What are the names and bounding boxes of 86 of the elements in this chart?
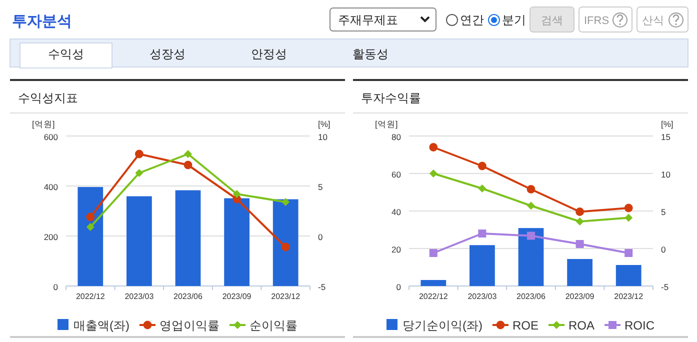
point bbox=[624, 204, 633, 212]
point bbox=[527, 202, 535, 210]
legend-label: ROE bbox=[512, 318, 538, 332]
point bbox=[429, 249, 438, 257]
bar bbox=[78, 187, 104, 286]
y2-axis-title: [%] bbox=[318, 119, 330, 129]
point bbox=[232, 190, 241, 198]
point bbox=[478, 184, 486, 192]
y2-tick-label: 5 bbox=[661, 207, 666, 217]
bar bbox=[224, 198, 250, 286]
bar bbox=[126, 196, 152, 286]
point bbox=[478, 162, 486, 170]
bar bbox=[567, 259, 592, 286]
point bbox=[86, 212, 95, 222]
text: 수익성 bbox=[48, 47, 84, 61]
point bbox=[184, 150, 192, 158]
text: IFRS bbox=[584, 15, 610, 27]
point bbox=[624, 249, 633, 257]
text: 성장성 bbox=[150, 47, 186, 61]
point bbox=[184, 160, 192, 170]
text: 검색 bbox=[541, 15, 563, 27]
bar bbox=[272, 199, 298, 286]
point bbox=[281, 242, 290, 252]
y-tick-label: 0 bbox=[53, 282, 58, 292]
x-tick-label: 2023/09 bbox=[222, 292, 252, 301]
point bbox=[576, 218, 584, 226]
chart-title: 수익성지표 bbox=[18, 91, 78, 105]
y-tick-label: 200 bbox=[44, 232, 58, 242]
point bbox=[86, 223, 94, 231]
point bbox=[429, 143, 438, 152]
text: 안정성 bbox=[251, 47, 287, 61]
text: 산식 bbox=[642, 15, 664, 27]
legend-label: 당기순이익(좌) bbox=[402, 318, 482, 332]
bar bbox=[518, 228, 544, 286]
point bbox=[526, 185, 536, 194]
text: 연간 bbox=[460, 13, 484, 27]
point bbox=[282, 198, 290, 206]
x-tick-label: 2023/06 bbox=[516, 292, 546, 301]
x-tick-label: 2022/12 bbox=[418, 292, 448, 301]
x-tick-label: 2023/09 bbox=[565, 292, 595, 301]
point bbox=[135, 169, 144, 177]
x-tick-label: 2023/03 bbox=[124, 292, 154, 301]
y-tick-label: 400 bbox=[44, 182, 58, 192]
legend-label: 순이익률 bbox=[250, 318, 298, 332]
bar bbox=[420, 280, 446, 286]
y2-tick-label: -5 bbox=[318, 282, 326, 292]
chart-title: 투자수익률 bbox=[361, 91, 421, 105]
legend-label: ROA bbox=[568, 318, 595, 332]
y2-tick-label: -5 bbox=[661, 282, 669, 292]
y-tick-label: 40 bbox=[392, 207, 402, 217]
y2-tick-label: 10 bbox=[661, 170, 671, 180]
legend-label: 매출액(좌) bbox=[74, 318, 130, 332]
y2-axis-title: [%] bbox=[661, 119, 674, 129]
bar bbox=[175, 190, 201, 286]
y2-tick-label: 10 bbox=[318, 132, 328, 142]
text: 투자분석 bbox=[12, 13, 72, 30]
y-tick-label: 600 bbox=[44, 132, 58, 142]
x-tick-label: 2023/03 bbox=[468, 292, 498, 301]
point bbox=[478, 230, 486, 238]
text: 활동성 bbox=[352, 47, 388, 61]
legend-label: 영업이익률 bbox=[160, 318, 220, 332]
y2-tick-label: 5 bbox=[318, 182, 323, 192]
y2-tick-label: 0 bbox=[318, 232, 323, 242]
point bbox=[624, 214, 633, 222]
bar bbox=[616, 265, 642, 286]
bar bbox=[470, 245, 495, 286]
text: 분기 bbox=[502, 13, 526, 27]
x-tick-label: 2022/12 bbox=[76, 292, 106, 301]
text: 주재무제표 bbox=[338, 13, 398, 27]
y-axis-title: [억원] bbox=[375, 119, 398, 129]
y-tick-label: 60 bbox=[392, 170, 402, 180]
y-tick-label: 20 bbox=[392, 244, 402, 254]
point bbox=[576, 240, 584, 248]
y2-tick-label: 0 bbox=[661, 244, 666, 254]
point bbox=[576, 208, 584, 216]
y2-tick-label: 15 bbox=[661, 132, 671, 142]
y-tick-label: 80 bbox=[392, 132, 402, 142]
x-tick-label: 2023/12 bbox=[271, 292, 301, 301]
y-axis-title: [억원] bbox=[32, 119, 55, 129]
point bbox=[135, 150, 144, 158]
y-tick-label: 0 bbox=[396, 282, 402, 292]
point bbox=[527, 232, 535, 240]
x-tick-label: 2023/06 bbox=[174, 292, 204, 301]
x-tick-label: 2023/12 bbox=[614, 292, 644, 301]
legend-label: ROIC bbox=[624, 318, 655, 332]
point bbox=[429, 170, 438, 178]
